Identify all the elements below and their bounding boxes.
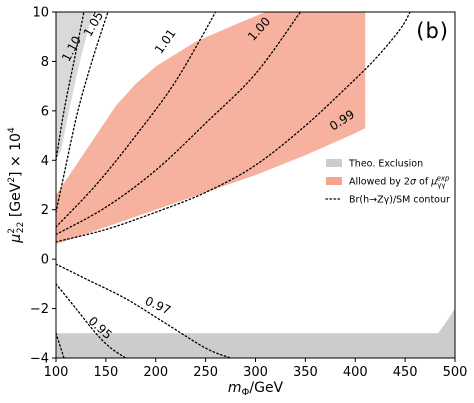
allowed-region — [56, 12, 366, 245]
x-tick-label: 500 — [443, 365, 468, 380]
x-tick-label: 350 — [293, 365, 318, 380]
y-tick-label: 6 — [41, 104, 49, 119]
y-tick-label: 2 — [41, 203, 49, 218]
theo-exclusion-region — [56, 308, 455, 358]
x-tick-label: 400 — [343, 365, 368, 380]
panel-label: (b) — [416, 19, 449, 43]
contour-line — [56, 263, 232, 358]
y-tick-label: −2 — [30, 302, 49, 317]
y-tick-label: 4 — [41, 154, 49, 169]
legend: Theo. Exclusion Allowed by 2σ of μγγexp Br… — [325, 159, 450, 206]
legend-swatch — [326, 159, 342, 167]
x-tick-label: 250 — [193, 365, 218, 380]
y-tick-label: 10 — [32, 6, 49, 21]
contour-line — [56, 12, 302, 236]
axis-ticks: 100 150 200 250 300 350 400 450 500 −4 −2 0 2 4 6 8 10 — [30, 6, 468, 381]
contour-line — [56, 12, 411, 243]
x-tick-label: 300 — [243, 365, 268, 380]
y-tick-label: 0 — [41, 253, 49, 268]
contour-line — [56, 12, 109, 213]
x-tick-label: 200 — [143, 365, 168, 380]
contour-label: 0.97 — [143, 294, 173, 318]
contour-line — [56, 12, 217, 228]
contour-lines — [56, 12, 411, 358]
y-axis-title: μ222 [GeV2] × 104 — [7, 127, 26, 244]
shaded-regions — [56, 12, 455, 358]
y-tick-label: −4 — [30, 352, 49, 367]
x-tick-label: 100 — [44, 365, 69, 380]
theo-exclusion-region — [56, 12, 93, 161]
x-tick-label: 150 — [93, 365, 118, 380]
contour-line — [56, 12, 85, 161]
y-tick-label: 8 — [41, 55, 49, 70]
contour-line — [56, 283, 127, 358]
x-axis-title: mΦ/GeV — [228, 380, 284, 398]
legend-label: Br(h→Zγ)/SM contour — [349, 195, 450, 206]
x-tick-label: 450 — [393, 365, 418, 380]
legend-label: Theo. Exclusion — [348, 159, 423, 170]
contour-label: 1.01 — [152, 26, 179, 56]
legend-swatch — [326, 177, 342, 185]
legend-label: Allowed by 2σ of μγγexp — [349, 175, 450, 190]
